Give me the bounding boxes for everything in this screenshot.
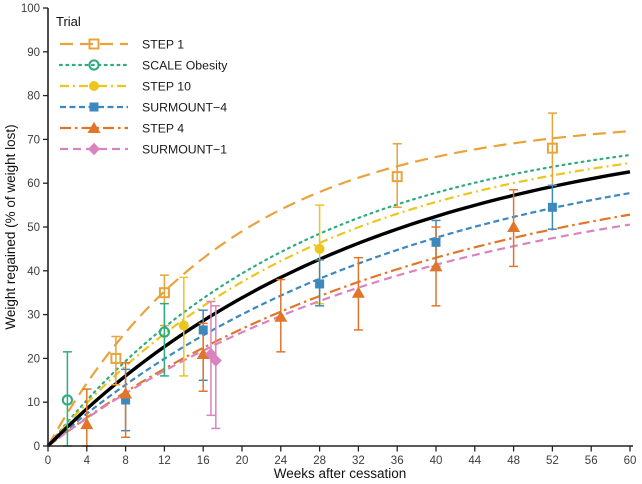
data-point-step-1-week-12 <box>158 287 170 299</box>
data-point-markers <box>61 142 558 430</box>
x-tick-label: 24 <box>274 455 287 467</box>
y-tick-label: 30 <box>27 310 40 322</box>
data-point-step-10-week-14 <box>178 320 189 331</box>
legend-item-step-1: STEP 1 <box>60 38 184 52</box>
curve-pooled-estimate <box>46 170 631 448</box>
x-tick-label: 8 <box>122 455 128 467</box>
y-tick-label: 20 <box>27 353 40 365</box>
curve-surmount-4 <box>47 191 631 447</box>
data-point-surmount-4-week-52 <box>547 202 557 212</box>
error-bar-step-1 <box>111 335 121 386</box>
data-point-scale-obesity-week-2 <box>61 394 74 406</box>
curve-step-4 <box>47 213 631 447</box>
x-tick-label: 52 <box>546 455 559 467</box>
x-tick-label: 44 <box>468 455 481 467</box>
legend-label: SURMOUNT−1 <box>142 143 227 157</box>
legend-label: SCALE Obesity <box>142 59 228 73</box>
x-tick-label: 56 <box>585 455 598 467</box>
data-point-step-4-week-40 <box>429 260 443 272</box>
legend-marker-surmount-4 <box>89 102 99 112</box>
legend-item-step-4: STEP 4 <box>60 122 184 136</box>
data-point-step-4-week-8 <box>119 387 133 399</box>
data-point-step-4-week-24 <box>274 310 288 322</box>
x-tick-label: 20 <box>236 455 249 467</box>
data-point-step-10-week-28 <box>314 243 325 254</box>
legend-marker-step-10 <box>89 81 99 91</box>
legend-item-surmount-1: SURMOUNT−1 <box>60 143 227 157</box>
curve-scale-obesity <box>46 153 632 448</box>
y-tick-label: 60 <box>27 178 40 190</box>
y-axis-label: Weight regained (% of weight lost) <box>3 124 18 329</box>
y-tick-label: 90 <box>27 47 40 59</box>
y-tick-label: 70 <box>27 134 40 146</box>
error-bar-step-1 <box>392 143 402 209</box>
data-point-scale-obesity-week-12 <box>158 326 170 338</box>
x-tick-label: 36 <box>391 455 404 467</box>
error-bar-step-1 <box>547 112 557 187</box>
legend: Trial STEP 1 SCALE Obesity STEP 10 SURMOUNT… <box>56 14 228 157</box>
x-axis-label: Weeks after cessation <box>274 466 407 481</box>
data-point-surmount-4-week-40 <box>431 237 441 247</box>
data-point-step-4-week-4 <box>80 417 94 430</box>
legend-marker-surmount-1 <box>88 142 100 156</box>
x-tick-label: 48 <box>507 455 520 467</box>
curve-step-10 <box>47 162 631 447</box>
data-point-surmount-4-week-8 <box>121 395 131 405</box>
error-bars <box>62 112 557 447</box>
x-tick-label: 32 <box>352 455 365 467</box>
series-curves <box>46 130 632 448</box>
data-point-surmount-1-week-17-3 <box>209 354 222 367</box>
data-point-step-4-week-16 <box>196 347 210 360</box>
y-tick-label: 10 <box>27 397 40 409</box>
y-tick-label: 80 <box>27 91 40 103</box>
x-tick-label: 4 <box>84 455 91 467</box>
legend-label: SURMOUNT−4 <box>142 101 227 115</box>
error-bar-surmount-1 <box>211 305 221 430</box>
error-bar-scale-obesity <box>159 302 169 377</box>
data-point-step-1-week-7 <box>110 352 122 364</box>
pooled-curve <box>46 170 631 448</box>
legend-item-step-10: STEP 10 <box>60 80 191 94</box>
legend-title: Trial <box>56 14 81 29</box>
legend-marker-step-1 <box>88 38 100 50</box>
axis-lines <box>47 8 633 447</box>
x-tick-label: 60 <box>624 455 637 467</box>
x-tick-label: 40 <box>430 455 443 467</box>
data-point-step-4-week-48 <box>507 220 521 232</box>
data-point-step-1-week-52 <box>546 142 558 154</box>
x-tick-label: 0 <box>45 455 51 467</box>
y-tick-label: 0 <box>34 441 40 453</box>
x-tick-label: 28 <box>313 455 326 467</box>
data-point-surmount-4-week-16 <box>198 325 208 335</box>
legend-label: STEP 1 <box>142 38 184 52</box>
data-point-step-4-week-32 <box>351 286 365 298</box>
data-point-surmount-4-week-28 <box>315 279 325 289</box>
legend-item-surmount-4: SURMOUNT−4 <box>60 101 227 115</box>
x-tick-label: 12 <box>158 455 171 467</box>
legend-item-scale-obesity: SCALE Obesity <box>58 59 228 73</box>
curve-surmount-1 <box>47 223 631 447</box>
legend-marker-scale-obesity <box>88 59 100 71</box>
y-tick-label: 50 <box>27 222 40 234</box>
legend-marker-step-4 <box>87 121 101 133</box>
legend-label: STEP 4 <box>142 122 184 136</box>
data-point-step-1-week-36 <box>391 171 403 183</box>
y-tick-label: 40 <box>27 266 40 278</box>
y-tick-label: 100 <box>21 3 40 15</box>
legend-label: STEP 10 <box>142 80 191 94</box>
curve-step-1 <box>47 130 631 447</box>
x-tick-label: 16 <box>197 455 210 467</box>
